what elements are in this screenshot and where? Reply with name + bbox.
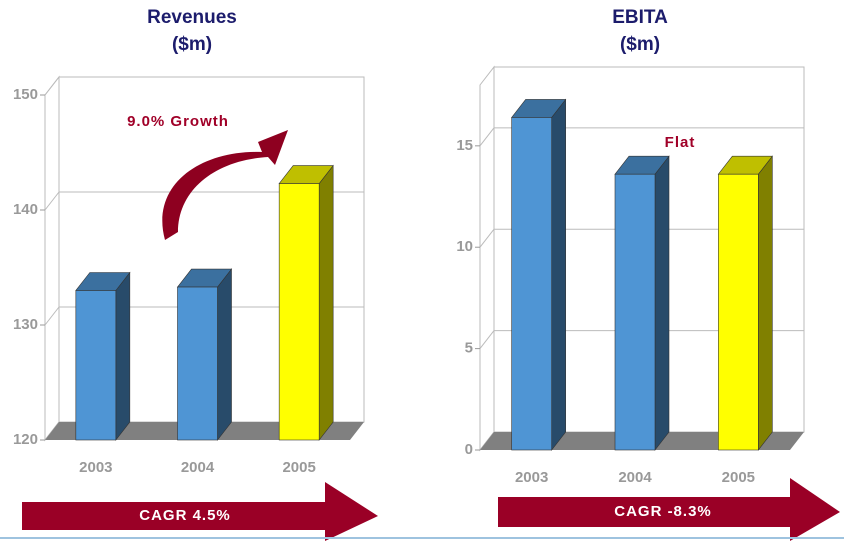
grid-line (44, 191, 60, 211)
bar (75, 290, 117, 441)
y-tick-label: 120 (13, 431, 38, 448)
bar (278, 183, 320, 441)
bar-side (758, 155, 773, 451)
x-tick-label: 2005 (282, 459, 315, 476)
bar (614, 173, 656, 451)
y-tick-label: 140 (13, 201, 38, 218)
x-tick-label: 2003 (515, 469, 548, 486)
cagr-arrow (22, 482, 378, 541)
chart-subtitle: ($m) (620, 34, 660, 55)
side-wall (44, 75, 60, 442)
side-wall (479, 65, 495, 452)
x-tick-label: 2005 (722, 469, 755, 486)
grid-line (44, 76, 60, 96)
x-tick-label: 2003 (79, 459, 112, 476)
cagr-arrow (498, 478, 840, 541)
bar-side (551, 98, 566, 451)
bar (718, 173, 759, 451)
x-tick-label: 2004 (618, 469, 652, 486)
bar (511, 117, 552, 451)
annotation: 9.0% Growth (127, 113, 229, 130)
chart-title: EBITA (612, 7, 668, 28)
bar-side (217, 268, 232, 441)
y-tick-label: 5 (465, 340, 473, 357)
grid-line (479, 228, 495, 248)
cagr-label: CAGR 4.5% (139, 507, 231, 524)
y-tick-label: 130 (13, 316, 38, 333)
grid-line (44, 306, 60, 326)
chart-subtitle: ($m) (172, 34, 212, 55)
bar-side (318, 164, 334, 441)
grid-line (479, 127, 495, 147)
y-tick-label: 10 (456, 238, 473, 255)
x-tick-label: 2004 (181, 459, 215, 476)
y-tick-label: 15 (456, 137, 473, 154)
bar-side (654, 155, 670, 451)
grid-line (479, 330, 495, 349)
bar (177, 286, 218, 441)
y-tick-label: 150 (13, 86, 38, 103)
annotation: Flat (665, 134, 696, 151)
y-tick-label: 0 (465, 441, 473, 458)
chart-title: Revenues (147, 7, 237, 28)
growth-arrow (162, 130, 288, 240)
bar-side (115, 271, 131, 441)
cagr-label: CAGR -8.3% (614, 503, 712, 520)
